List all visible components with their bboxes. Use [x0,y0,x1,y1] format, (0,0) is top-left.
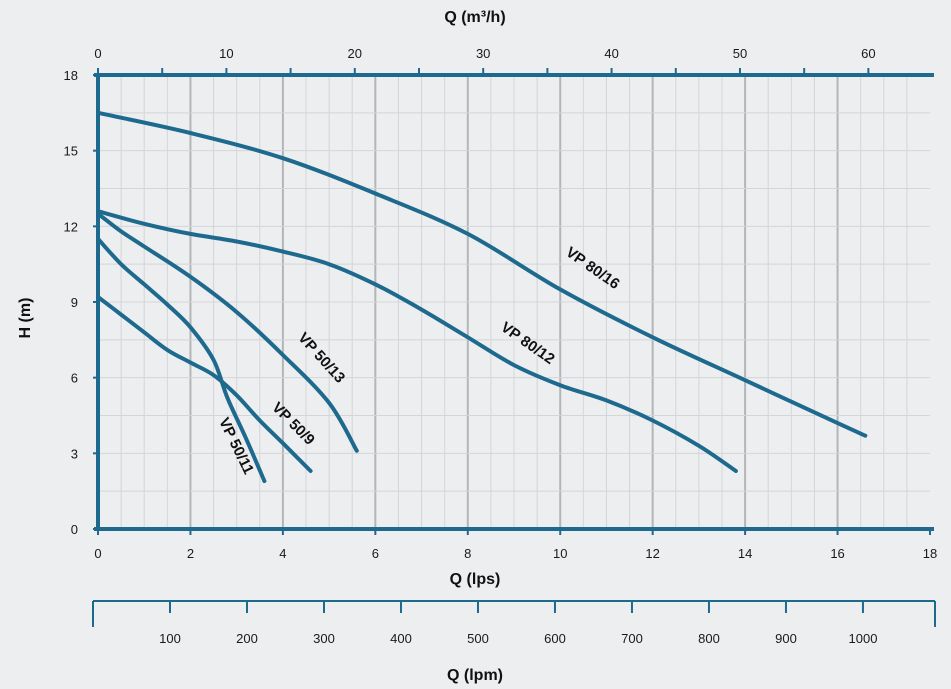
top-tick-label: 40 [604,46,618,61]
x-tick-label: 2 [187,546,194,561]
lpm-tick-label: 800 [698,631,720,646]
lpm-tick-label: 1000 [849,631,878,646]
lpm-tick-label: 500 [467,631,489,646]
top-tick-label: 60 [861,46,875,61]
curve-label-vp-50-9: VP 50/9 [268,399,318,449]
y-axis-title: H (m) [17,298,34,339]
lpm-tick-label: 900 [775,631,797,646]
lpm-tick-label: 300 [313,631,335,646]
x-tick-label: 8 [464,546,471,561]
top-axis-title: Q (m³/h) [444,9,505,26]
curves [96,110,868,484]
x-tick-label: 12 [645,546,659,561]
y-tick-label: 18 [64,68,78,83]
bottom-axis-title: Q (lpm) [447,667,503,684]
curve-vp-50-13 [96,211,359,453]
top-tick-label: 20 [348,46,362,61]
lpm-tick-label: 400 [390,631,412,646]
y-tick-label: 12 [64,219,78,234]
x-tick-label: 16 [830,546,844,561]
y-tick-label: 15 [64,144,78,159]
top-tick-label: 30 [476,46,490,61]
x-tick-label: 18 [923,546,937,561]
y-tick-label: 6 [71,371,78,386]
lpm-tick-label: 100 [159,631,181,646]
top-tick-label: 10 [219,46,233,61]
axes [92,68,936,627]
curve-vp-50-11 [96,236,267,484]
lpm-tick-label: 700 [621,631,643,646]
y-tick-label: 0 [71,522,78,537]
curve-vp-80-16 [96,110,868,438]
x-tick-label: 0 [94,546,101,561]
curve-label-vp-80-16: VP 80/16 [563,244,623,293]
x-tick-label: 4 [279,546,286,561]
x-tick-label: 6 [372,546,379,561]
tick-labels: 0 3 6 9 12 15 18 0 2 4 6 8 10 12 14 16 18 0 10 20 30 40 50 60 10… [64,46,938,646]
x-tick-label: 10 [553,546,567,561]
top-tick-label: 0 [94,46,101,61]
y-tick-label: 9 [71,295,78,310]
y-tick-label: 3 [71,446,78,461]
grid [98,75,930,529]
top-tick-label: 50 [733,46,747,61]
curve-vp-80-12 [96,209,738,473]
lpm-tick-label: 600 [544,631,566,646]
x-axis-title: Q (lps) [450,571,501,588]
lpm-tick-label: 200 [236,631,258,646]
curve-vp-50-9 [96,295,313,473]
x-tick-label: 14 [738,546,752,561]
